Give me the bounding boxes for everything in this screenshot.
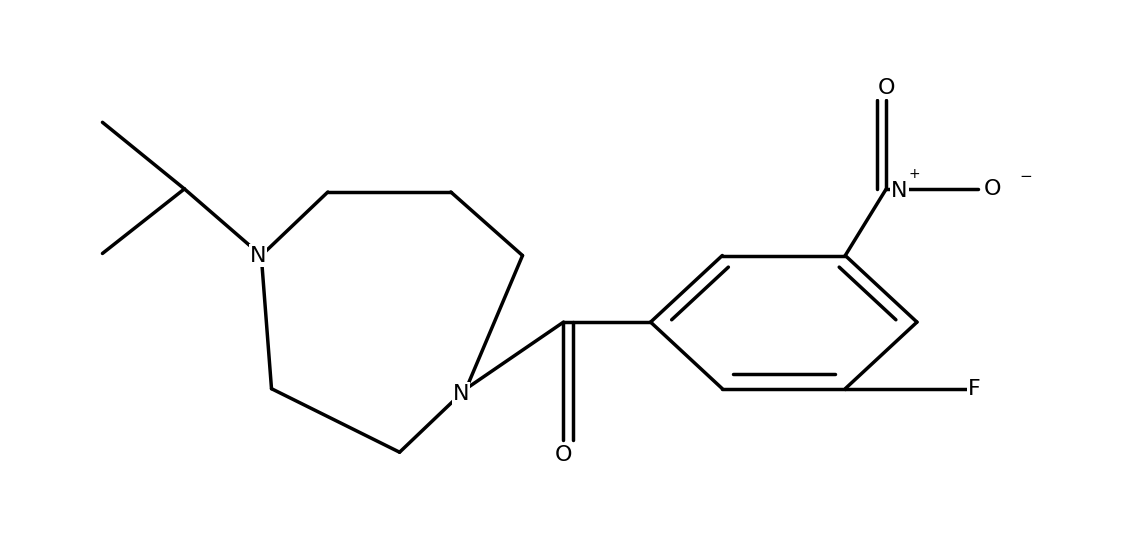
- Text: O: O: [878, 78, 895, 98]
- Text: O: O: [554, 445, 573, 465]
- Text: N: N: [250, 246, 266, 266]
- Text: N: N: [891, 181, 908, 201]
- Text: F: F: [968, 379, 980, 399]
- Text: −: −: [1020, 169, 1032, 184]
- Text: +: +: [908, 167, 920, 181]
- Text: O: O: [984, 179, 1001, 199]
- Text: N: N: [453, 384, 469, 404]
